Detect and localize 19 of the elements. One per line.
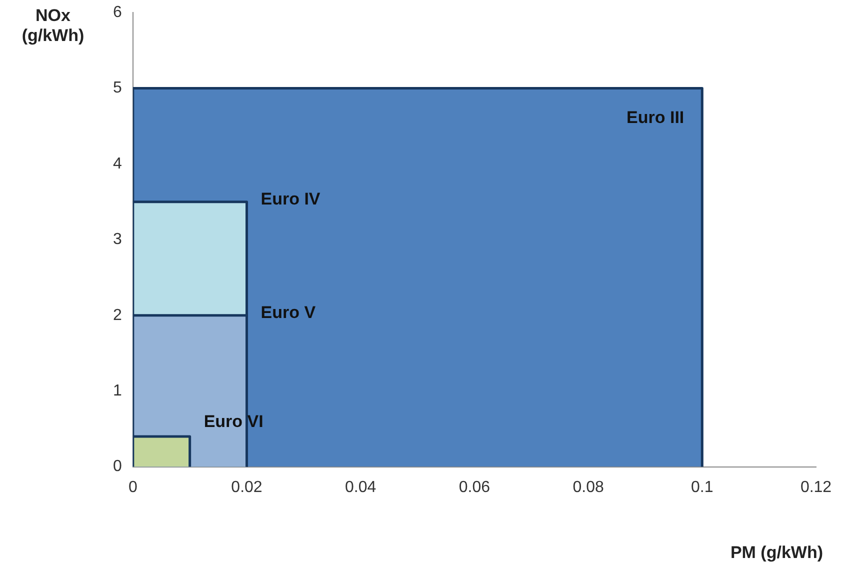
x-tick-label: 0.08: [572, 478, 604, 496]
x-tick-label: 0.06: [458, 478, 490, 496]
y-tick-label: 6: [112, 4, 122, 22]
x-tick-label: 0.12: [800, 478, 832, 496]
series-label: Euro IV: [260, 190, 321, 209]
x-tick-label: 0.02: [231, 478, 262, 496]
x-tick-label: 0.1: [691, 478, 714, 496]
y-tick-label: 1: [112, 382, 122, 400]
series-label: Euro V: [260, 303, 316, 322]
y-tick-label: 3: [112, 231, 122, 248]
x-axis-title: PM (g/kWh): [730, 543, 823, 563]
series-label: Euro III: [626, 108, 684, 127]
x-tick-label: 0.04: [345, 478, 376, 496]
y-tick-label: 0: [112, 458, 122, 476]
y-tick-label: 5: [112, 80, 122, 97]
y-tick-label: 2: [112, 306, 122, 324]
x-tick-label: 0: [128, 478, 138, 496]
y-tick-label: 4: [112, 155, 122, 172]
y-axis-title: NOx (g/kWh): [20, 6, 86, 46]
